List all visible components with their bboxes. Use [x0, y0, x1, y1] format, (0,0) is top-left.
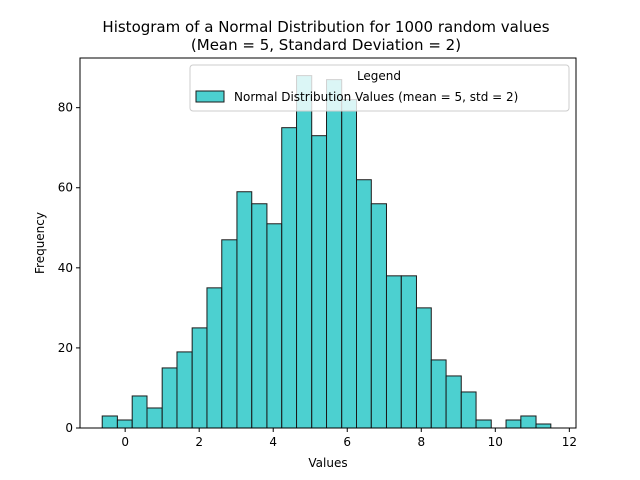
y-axis-ticks: 0 20 40 60 80 [58, 101, 80, 435]
y-tick-label: 20 [58, 341, 73, 355]
y-tick-label: 0 [65, 421, 73, 435]
histogram-bar [326, 79, 343, 429]
chart-title-line2: (Mean = 5, Standard Deviation = 2) [191, 36, 461, 54]
histogram-bar [221, 239, 238, 429]
x-axis-ticks: 0 2 4 6 8 10 12 [121, 428, 577, 449]
histogram-bar [535, 423, 552, 429]
legend-swatch [195, 90, 225, 103]
x-tick-label: 12 [562, 435, 577, 449]
histogram-bar [191, 327, 208, 429]
histogram-bar [400, 275, 417, 429]
histogram-bar [266, 223, 283, 429]
x-axis-label: Values [308, 456, 347, 470]
histogram-bar [385, 275, 402, 429]
legend-label: Normal Distribution Values (mean = 5, st… [234, 90, 518, 104]
histogram-bar [176, 351, 193, 429]
y-tick-label: 80 [58, 101, 73, 115]
y-tick-label: 40 [58, 261, 73, 275]
histogram-bar [296, 75, 313, 429]
x-tick-label: 8 [417, 435, 425, 449]
histogram-bar [430, 359, 447, 429]
x-tick-label: 0 [121, 435, 129, 449]
histogram-bar [341, 99, 358, 429]
legend: Legend Normal Distribution Values (mean … [189, 64, 570, 112]
histogram-bar [206, 287, 223, 429]
y-tick-label: 60 [58, 181, 73, 195]
histogram-bar [146, 407, 163, 429]
histogram-bar [505, 419, 522, 429]
histogram-bar [116, 419, 133, 429]
x-tick-label: 2 [195, 435, 203, 449]
histogram-bar [520, 415, 537, 429]
histogram-bar [370, 203, 387, 429]
histogram-bar [251, 203, 268, 429]
histogram-bar [281, 127, 298, 429]
legend-title: Legend [357, 69, 401, 83]
chart-title-line1: Histogram of a Normal Distribution for 1… [102, 18, 549, 36]
histogram-bar [311, 135, 328, 429]
histogram-bar [101, 415, 118, 429]
y-axis-label: Frequency [33, 212, 47, 274]
x-tick-label: 6 [343, 435, 351, 449]
histogram-bar [236, 191, 253, 429]
x-tick-label: 4 [269, 435, 277, 449]
x-tick-label: 10 [488, 435, 503, 449]
legend-box [189, 64, 570, 112]
histogram-bar [161, 367, 178, 429]
histogram-bars [101, 75, 552, 429]
plot-area-frame [79, 57, 577, 429]
histogram-bar [356, 179, 372, 429]
histogram-bar [460, 391, 477, 429]
histogram-bar [131, 395, 148, 429]
histogram-bar [415, 307, 432, 429]
histogram-bar [475, 419, 492, 429]
histogram-bar [445, 375, 462, 429]
